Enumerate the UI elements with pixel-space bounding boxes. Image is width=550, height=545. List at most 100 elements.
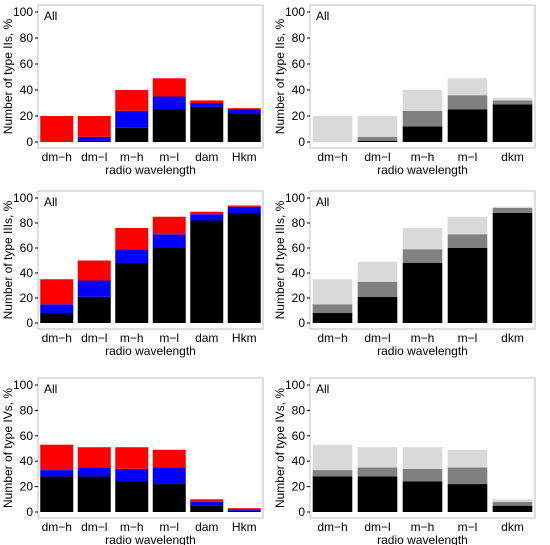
bar-segment	[40, 444, 74, 471]
x-tick-label: m−l	[458, 331, 478, 345]
bar-segment	[227, 108, 261, 110]
y-axis-label: Number of type IVs, %	[1, 388, 15, 508]
bar-segment	[402, 228, 443, 250]
x-tick-label: Hkm	[232, 520, 257, 534]
bar-segment	[492, 499, 533, 502]
y-tick-label: 60	[20, 241, 34, 255]
bar-segment	[77, 140, 111, 142]
y-tick-label: 80	[292, 31, 306, 45]
bar-segment	[115, 447, 149, 469]
y-tick-label: 40	[20, 266, 34, 280]
bar-segment	[357, 140, 398, 142]
x-tick-label: Hkm	[232, 150, 257, 164]
bar-segment	[357, 136, 398, 141]
panel-tag: All	[316, 9, 329, 23]
bar-segment	[77, 116, 111, 137]
bar-segment	[312, 304, 353, 313]
x-tick-label: m−l	[159, 331, 179, 345]
bar-segment	[152, 78, 186, 97]
bar-segment	[402, 126, 443, 142]
x-tick-label: m−h	[120, 331, 144, 345]
x-tick-label: dkm	[501, 150, 524, 164]
bar-segment	[357, 467, 398, 477]
bar-segment	[190, 103, 224, 107]
bar-segment	[492, 501, 533, 506]
bar-segment	[447, 248, 488, 323]
bar-segment	[492, 97, 533, 101]
x-tick-label: dm−h	[42, 150, 72, 164]
plot-frame	[37, 377, 264, 519]
bar-segment	[312, 279, 353, 305]
bar-segment	[402, 249, 443, 263]
bar-segment	[40, 116, 74, 142]
x-tick-label: dm−h	[317, 331, 347, 345]
x-axis-label: radio wavelength	[105, 344, 196, 358]
y-tick-label: 40	[20, 83, 34, 97]
bar-segment	[115, 127, 149, 142]
bar-segment	[40, 304, 74, 313]
bar-segment	[190, 501, 224, 506]
y-tick-label: 80	[20, 403, 34, 417]
bar-segment	[152, 484, 186, 512]
x-tick-label: dm−l	[364, 150, 390, 164]
y-tick-label: 80	[292, 403, 306, 417]
bar-segment	[402, 481, 443, 512]
y-tick-label: 20	[20, 109, 34, 123]
y-tick-label: 80	[20, 31, 34, 45]
y-axis-label: Number of type IIIs, %	[273, 200, 287, 319]
panel-tag: All	[44, 9, 57, 23]
chart-panel-top-right: 0 20 40 60 80 100 dm−h dm−l m−h m−l dkm radio wavel…	[273, 4, 536, 177]
bar-segment	[152, 216, 186, 235]
y-axis-label: Number of type IIs, %	[273, 18, 287, 134]
x-tick-label: m−l	[159, 520, 179, 534]
y-tick-label: 20	[20, 480, 34, 494]
y-tick-label: 100	[13, 5, 33, 19]
bar-segment	[77, 447, 111, 468]
y-tick-label: 60	[20, 57, 34, 71]
bar-segment	[227, 509, 261, 511]
x-tick-label: dam	[195, 520, 218, 534]
bar-segment	[190, 214, 224, 221]
bar-segment	[227, 213, 261, 323]
bar-segment	[152, 449, 186, 468]
x-tick-label: dm−l	[81, 520, 107, 534]
y-tick-label: 0	[26, 135, 33, 149]
x-tick-label: dm−l	[364, 520, 390, 534]
bar-segment	[152, 467, 186, 485]
x-tick-label: m−h	[411, 520, 435, 534]
bar-segment	[492, 206, 533, 208]
x-tick-label: dm−h	[317, 150, 347, 164]
bar-segment	[115, 90, 149, 111]
bar-segment	[227, 508, 261, 510]
plot-frame	[309, 190, 536, 330]
bar-segment	[227, 113, 261, 142]
y-tick-label: 100	[285, 378, 305, 392]
bar-segment	[227, 206, 261, 213]
y-tick-label: 0	[298, 316, 305, 330]
x-tick-label: dam	[195, 331, 218, 345]
plot-frame	[309, 4, 536, 149]
y-tick-label: 40	[292, 266, 306, 280]
x-tick-label: dm−h	[42, 331, 72, 345]
bar-segment	[190, 499, 224, 502]
y-tick-label: 0	[298, 505, 305, 519]
bar-segment	[115, 110, 149, 128]
bar-segment	[312, 116, 353, 142]
bar-segment	[77, 296, 111, 323]
bar-segment	[357, 296, 398, 323]
y-tick-label: 100	[13, 191, 33, 205]
bar-segment	[402, 447, 443, 469]
x-tick-label: m−l	[458, 520, 478, 534]
x-tick-label: dam	[195, 150, 218, 164]
bar-segment	[357, 261, 398, 282]
y-tick-label: 100	[285, 5, 305, 19]
chart-panel-middle-left: 0 20 40 60 80 100 dm−h dm−l m−h m−l dam Hkm radio wa…	[1, 190, 264, 358]
bar-segment	[227, 510, 261, 512]
y-tick-label: 60	[292, 429, 306, 443]
x-tick-label: m−h	[120, 150, 144, 164]
y-tick-label: 0	[26, 505, 33, 519]
bar-segment	[402, 263, 443, 323]
bar-segment	[447, 234, 488, 248]
x-tick-label: dm−l	[364, 331, 390, 345]
x-tick-label: dkm	[501, 520, 524, 534]
